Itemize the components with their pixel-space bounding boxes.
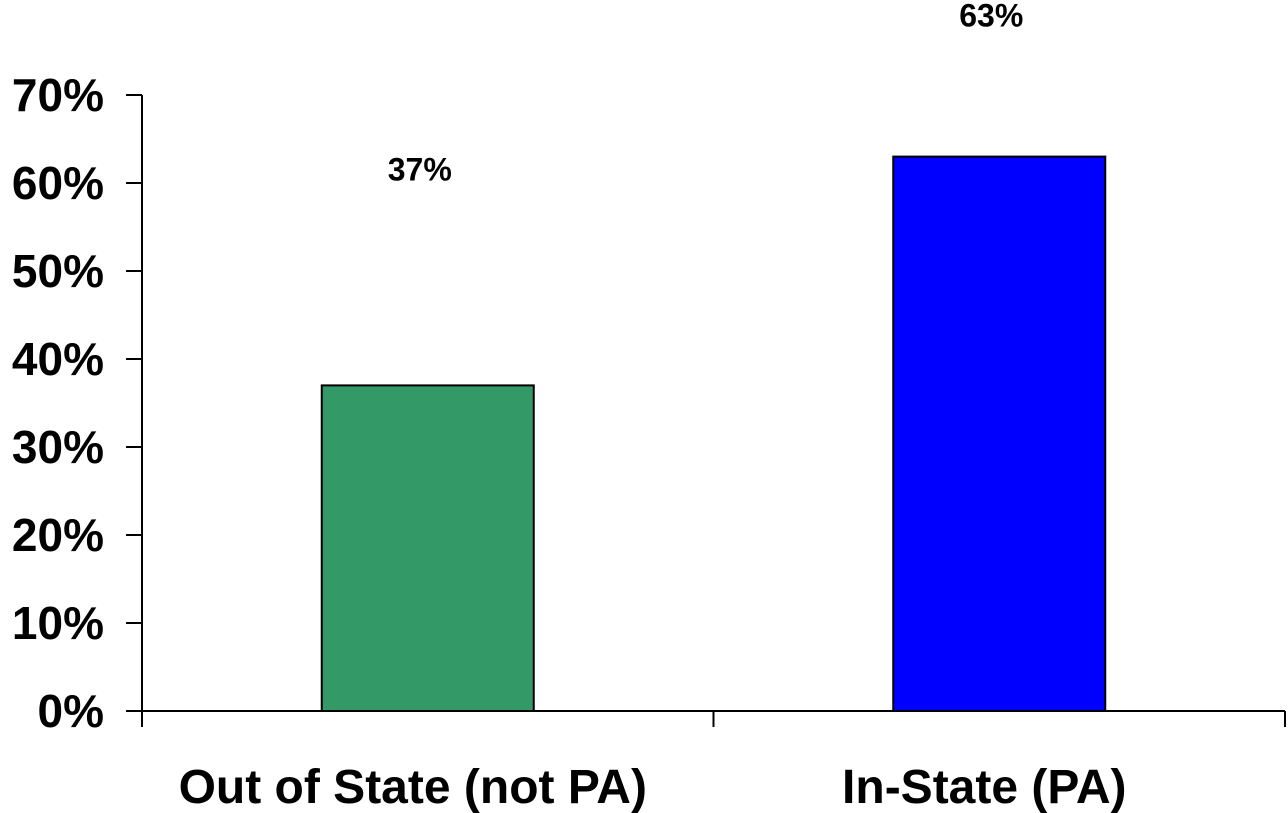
bars-group [320, 155, 1107, 713]
y-tick-label: 70% [12, 69, 104, 121]
y-tick-label: 0% [38, 685, 104, 737]
y-tick-label: 30% [12, 421, 104, 473]
bar [320, 384, 535, 712]
y-ticks-group: 0% 10% 20% 30% 40% 50% 60% 70% [12, 69, 142, 737]
x-tick-label: Out of State (not PA) [179, 761, 647, 813]
data-label: 63% [959, 0, 1023, 34]
x-tick-label: In-State (PA) [842, 761, 1126, 813]
y-tick-label: 40% [12, 333, 104, 385]
y-tick-label: 50% [12, 245, 104, 297]
y-tick-label: 10% [12, 597, 104, 649]
bar [892, 155, 1107, 713]
y-tick-label: 60% [12, 157, 104, 209]
data-labels-group: 37% 63% [388, 0, 1024, 187]
data-label: 37% [388, 151, 452, 187]
y-tick-label: 20% [12, 509, 104, 561]
x-ticks-group: Out of State (not PA) In-State (PA) [141, 711, 1286, 813]
